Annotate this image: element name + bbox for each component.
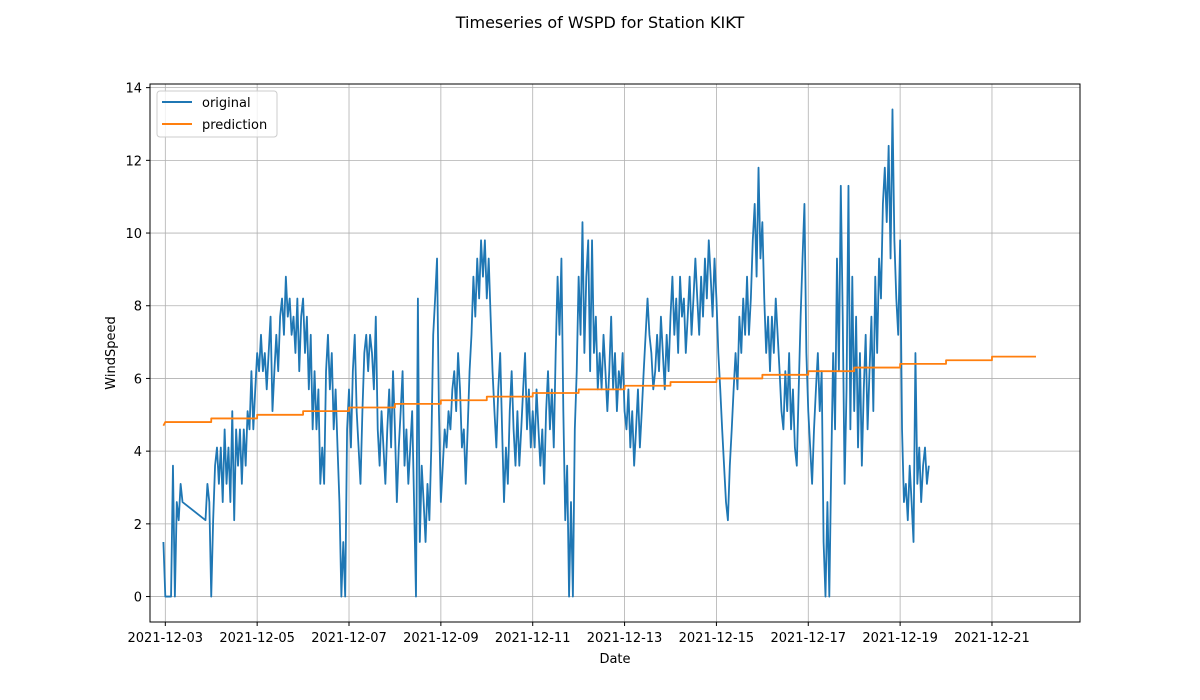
series-line-prediction: [162, 355, 1036, 427]
x-axis: 2021-12-03 2021-12-05 2021-12-07 2021-12-09…: [128, 622, 1030, 646]
series-line-original: [162, 108, 930, 598]
x-tick-label: 2021-12-21: [954, 631, 1030, 646]
x-tick-label: 2021-12-19: [862, 631, 938, 646]
x-tick-label: 2021-12-11: [495, 631, 571, 646]
plot-frame: [149, 83, 1081, 623]
y-tick-label: 10: [125, 227, 142, 242]
y-tick-label: 6: [134, 372, 142, 387]
y-tick-label: 12: [125, 154, 142, 169]
legend: original prediction: [156, 90, 278, 138]
chart-title: Timeseries of WSPD for Station KIKT: [455, 13, 745, 32]
x-tick-label: 2021-12-15: [679, 631, 755, 646]
y-tick-label: 2: [134, 518, 142, 533]
y-axis-label: WindSpeed: [104, 316, 119, 389]
x-tick-label: 2021-12-03: [128, 631, 204, 646]
legend-label-original: original: [202, 96, 251, 111]
y-tick-label: 14: [125, 82, 142, 97]
x-tick-label: 2021-12-07: [311, 631, 387, 646]
y-tick-label: 4: [134, 445, 142, 460]
y-tick-label: 0: [134, 591, 142, 606]
y-axis: 0 2 4 6 8 10 12 14: [125, 82, 150, 606]
x-tick-label: 2021-12-17: [770, 631, 846, 646]
y-tick-label: 8: [134, 300, 142, 315]
x-tick-label: 2021-12-09: [403, 631, 479, 646]
series-layer: [162, 108, 1036, 598]
x-tick-label: 2021-12-13: [587, 631, 663, 646]
x-tick-label: 2021-12-05: [219, 631, 295, 646]
legend-label-prediction: prediction: [202, 118, 267, 133]
x-axis-label: Date: [599, 652, 630, 667]
